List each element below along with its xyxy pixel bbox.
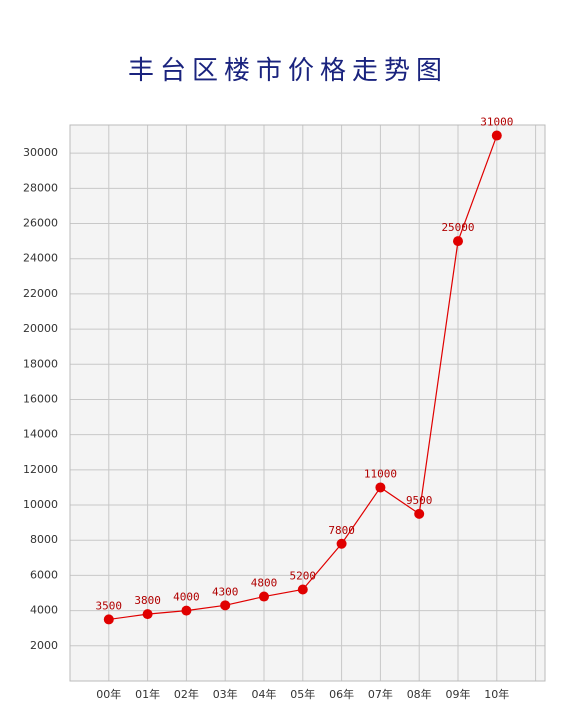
point — [375, 482, 386, 493]
point — [181, 605, 192, 616]
y-tick-label: 14000 — [23, 428, 58, 441]
value-label: 3800 — [134, 594, 161, 607]
x-tick-label: 07年 — [368, 687, 393, 701]
x-tick-label: 02年 — [174, 687, 199, 701]
x-tick-label: 09年 — [446, 687, 471, 701]
point — [103, 614, 114, 625]
value-label: 4300 — [212, 585, 239, 598]
y-tick-label: 28000 — [23, 181, 58, 194]
y-tick-label: 22000 — [23, 287, 58, 300]
x-tick-label: 08年 — [407, 687, 432, 701]
y-tick-label: 18000 — [23, 357, 58, 370]
y-tick-label: 2000 — [30, 639, 58, 652]
x-tick-label: 06年 — [329, 687, 354, 701]
value-label: 3500 — [96, 599, 123, 612]
value-label: 4000 — [173, 591, 200, 604]
x-tick-label: 10年 — [484, 687, 509, 701]
point — [414, 508, 425, 519]
x-tick-label: 04年 — [252, 687, 277, 701]
y-tick-label: 26000 — [23, 217, 58, 230]
value-label: 7800 — [328, 524, 355, 537]
value-label: 31000 — [480, 116, 513, 129]
y-tick-label: 4000 — [30, 604, 58, 617]
x-tick-label: 05年 — [290, 687, 315, 701]
value-label: 5200 — [290, 570, 317, 583]
value-label: 9500 — [406, 494, 433, 507]
y-tick-label: 6000 — [30, 568, 58, 581]
y-tick-label: 8000 — [30, 533, 58, 546]
value-label: 11000 — [364, 467, 397, 480]
plot-border — [69, 124, 546, 682]
point — [259, 591, 269, 602]
y-tick-label: 24000 — [23, 252, 58, 265]
x-tick-label: 01年 — [135, 687, 160, 701]
y-tick-label: 16000 — [23, 392, 58, 405]
y-tick-label: 10000 — [23, 498, 58, 511]
x-tick-label: 03年 — [213, 687, 238, 701]
y-tick-label: 20000 — [23, 322, 58, 335]
y-tick-label: 30000 — [23, 146, 58, 159]
chart-title: 丰台区楼市价格走势图 — [128, 56, 448, 86]
x-tick-label: 00年 — [96, 687, 121, 701]
point — [336, 538, 347, 549]
y-tick-label: 12000 — [23, 463, 58, 476]
value-label: 4800 — [251, 577, 278, 590]
point — [220, 600, 231, 611]
point — [453, 236, 463, 247]
point — [142, 609, 153, 620]
point — [297, 584, 308, 595]
point — [491, 130, 502, 141]
value-label: 25000 — [441, 221, 474, 234]
